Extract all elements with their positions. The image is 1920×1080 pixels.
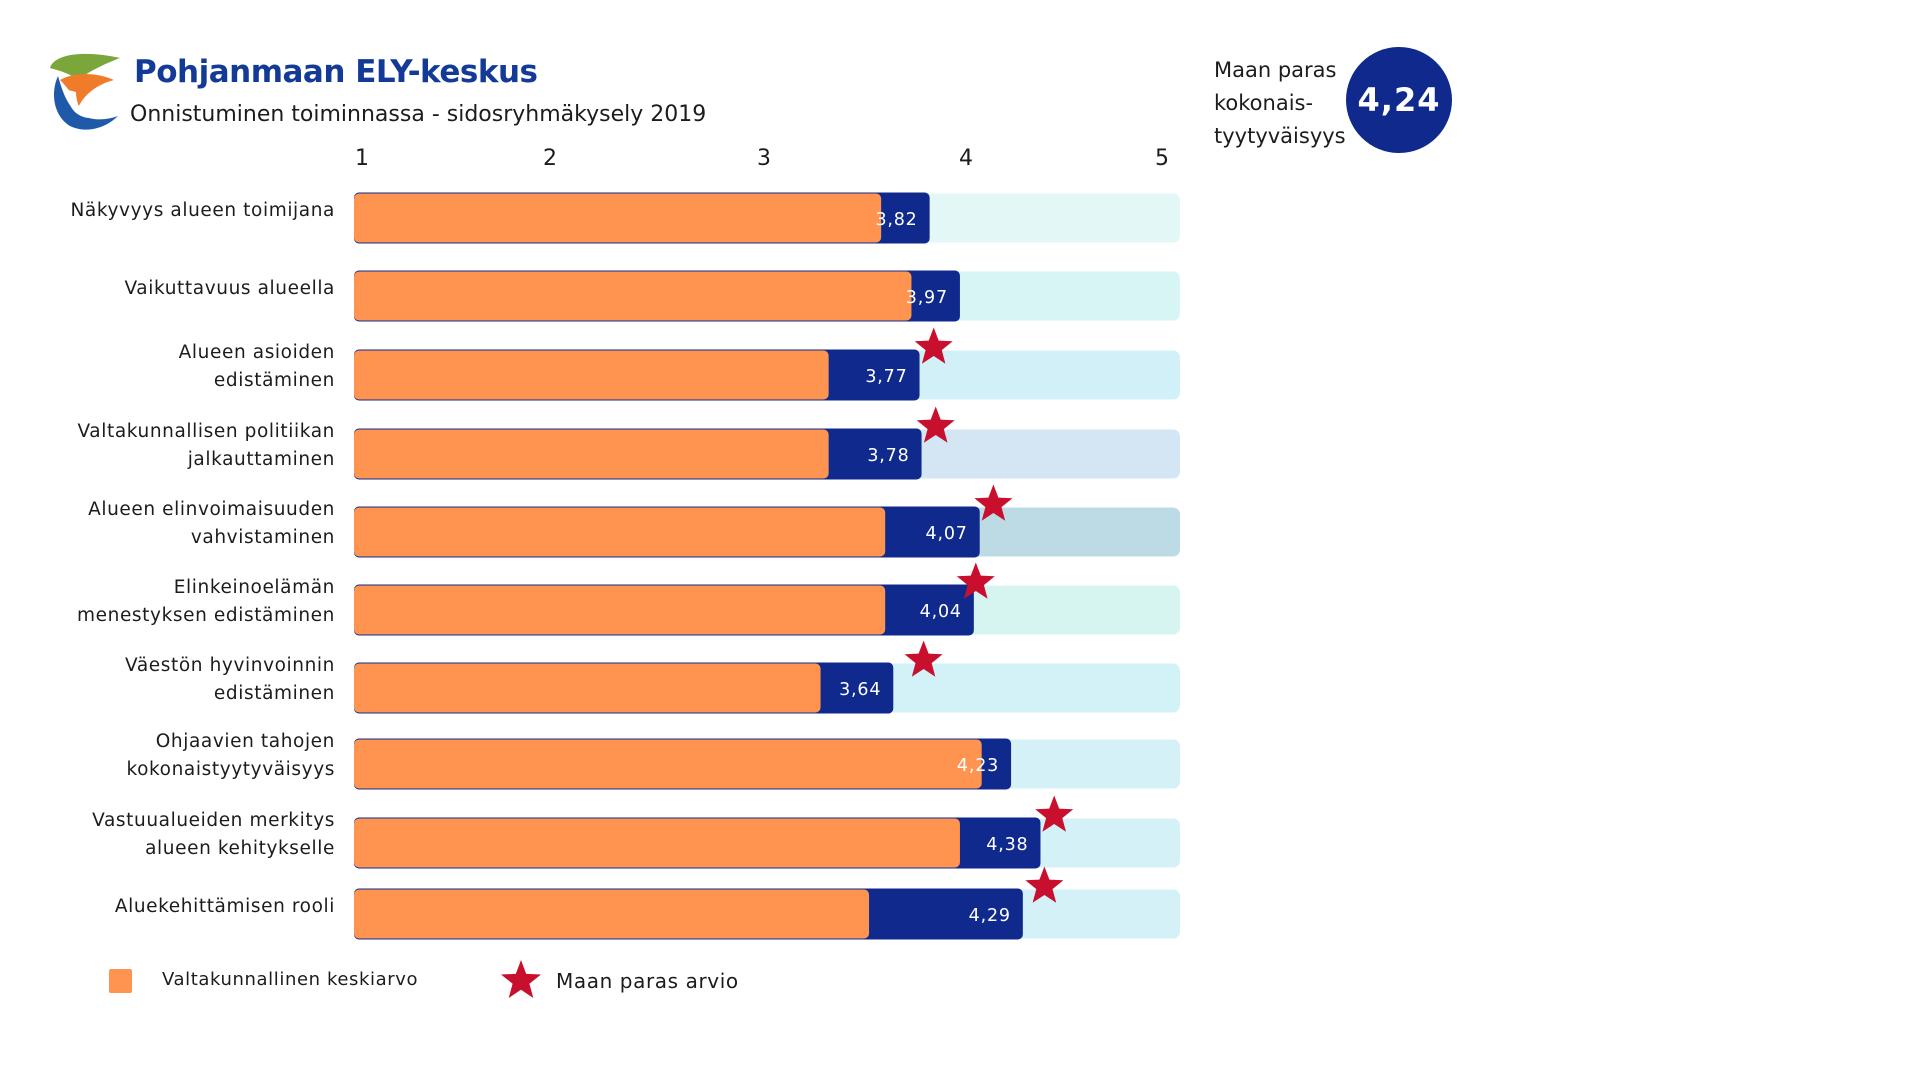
category-label: Vaikuttavuus alueella [124, 278, 335, 299]
category-label: menestyksen edistäminen [77, 605, 335, 626]
best-overall-label: Maan paras kokonais- tyytyväisyys [1214, 54, 1364, 153]
bar-national-average [354, 739, 982, 789]
bar-value-label: 3,77 [865, 367, 907, 387]
bar-national-average [354, 429, 829, 479]
best-in-country-star [916, 406, 955, 443]
bar-value-label: 4,29 [969, 906, 1011, 926]
best-in-country-star [1025, 866, 1064, 903]
category-label: Elinkeinoelämän [174, 577, 335, 598]
category-label: Valtakunnallisen politiikan [77, 421, 335, 442]
best-in-country-star [956, 562, 995, 599]
category-label: jalkauttaminen [187, 449, 335, 470]
category-label: Ohjaavien tahojen [156, 731, 335, 752]
x-tick-label: 1 [355, 146, 369, 171]
best-overall-label-line: tyytyväisyys [1214, 124, 1346, 148]
page-title: Pohjanmaan ELY-keskus [134, 54, 538, 90]
best-overall-label-line: kokonais- [1214, 91, 1314, 115]
bar-national-average [354, 663, 821, 713]
category-label: vahvistaminen [191, 527, 335, 548]
bar-national-average [354, 193, 882, 243]
bar-value-label: 3,78 [867, 446, 909, 466]
x-tick-label: 2 [543, 146, 557, 171]
bar-value-label: 3,82 [875, 210, 917, 230]
legend-national-average-label: Valtakunnallinen keskiarvo [162, 969, 419, 990]
bar-value-label: 4,23 [957, 756, 999, 776]
x-tick-label: 4 [959, 146, 973, 171]
legend-national-average-swatch [109, 969, 132, 993]
best-in-country-star [1035, 795, 1074, 832]
best-in-country-star [914, 327, 953, 364]
bar-national-average [354, 271, 912, 321]
category-label: alueen kehitykselle [145, 838, 335, 859]
category-label: Väestön hyvinvoinnin [125, 655, 335, 676]
best-in-country-star [904, 640, 943, 677]
category-label: Alueen elinvoimaisuuden [88, 499, 335, 520]
x-tick-label: 3 [757, 146, 771, 171]
category-label: Näkyvyys alueen toimijana [70, 200, 335, 221]
bar-value-label: 3,97 [906, 288, 948, 308]
best-in-country-star [974, 484, 1013, 521]
bar-national-average [354, 350, 829, 400]
best-overall-badge: 4,24 [1346, 47, 1452, 153]
bar-national-average [354, 585, 886, 635]
x-tick-label: 5 [1155, 146, 1169, 171]
bar-national-average [354, 818, 960, 868]
page-subtitle: Onnistuminen toiminnassa - sidosryhmäkys… [130, 102, 707, 127]
bar-national-average [354, 889, 870, 939]
bar-value-label: 4,38 [986, 835, 1028, 855]
category-label: Alueen asioiden [179, 342, 335, 363]
category-label: kokonaistyytyväisyys [126, 759, 335, 780]
best-overall-label-line: Maan paras [1214, 58, 1337, 82]
category-label: Aluekehittämisen rooli [115, 896, 335, 917]
bar-national-average [354, 507, 886, 557]
legend-best-label: Maan paras arvio [556, 969, 739, 993]
bar-value-label: 4,07 [926, 524, 968, 544]
bar-value-label: 4,04 [920, 602, 962, 622]
legend-star-icon [501, 960, 541, 998]
category-label: Vastuualueiden merkitys [92, 810, 335, 831]
category-label: edistäminen [214, 683, 335, 704]
category-label: edistäminen [214, 370, 335, 391]
bar-value-label: 3,64 [839, 680, 881, 700]
ely-logo [50, 53, 120, 130]
